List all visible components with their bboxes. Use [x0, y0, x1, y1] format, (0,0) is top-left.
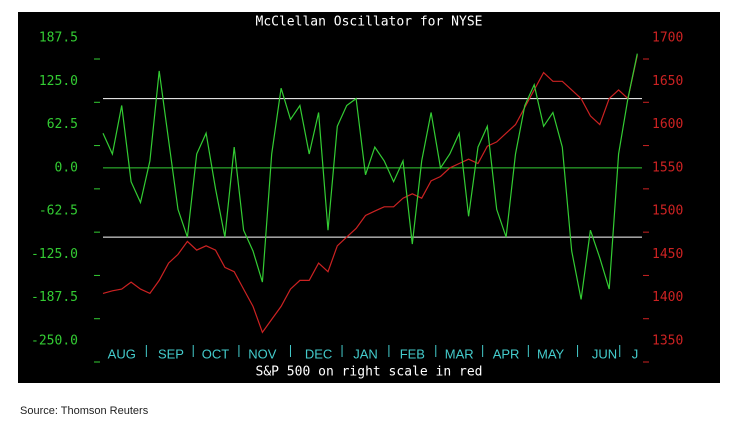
x-tick-label: DEC: [305, 346, 332, 361]
y2-tick-label: 1600: [652, 117, 683, 132]
y-tick-label: 62.5: [47, 117, 78, 132]
y2-tick-label: 1450: [652, 247, 683, 262]
y2-tick-label: 1700: [652, 31, 683, 46]
x-tick-label: OCT: [202, 346, 230, 361]
x-tick-label: J: [632, 346, 639, 361]
y-tick-label: -187.5: [31, 290, 78, 305]
series-line: [102, 55, 638, 334]
y-tick-label: -62.5: [39, 204, 78, 219]
y2-tick-label: 1550: [652, 160, 683, 175]
source: Source: Thomson Reuters: [20, 405, 149, 417]
x-tick-label: NOV: [248, 346, 277, 361]
y-tick-label: 0.0: [55, 160, 78, 175]
x-tick-label: APR: [493, 346, 520, 361]
y2-tick-label: 1500: [652, 204, 683, 219]
series-line: [102, 53, 638, 300]
y2-tick-label: 1650: [652, 74, 683, 89]
x-tick-label: MAY: [537, 346, 565, 361]
x-tick-label: FEB: [400, 346, 425, 361]
y-tick-label: 187.5: [39, 31, 78, 46]
x-tick-label: AUG: [108, 346, 136, 361]
y-tick-label: 125.0: [39, 74, 78, 89]
y2-tick-label: 1400: [652, 290, 683, 305]
x-tick-label: SEP: [158, 346, 184, 361]
x-tick-label: JAN: [353, 346, 378, 361]
chart-title: McClellan Oscillator for NYSE: [256, 15, 483, 30]
x-tick-label: JUN: [592, 346, 617, 361]
y2-tick-label: 1350: [652, 334, 683, 349]
y-tick-label: -250.0: [31, 334, 78, 349]
x-tick-label: MAR: [445, 346, 474, 361]
y-tick-label: -125.0: [31, 247, 78, 262]
chart-background: [18, 12, 720, 383]
x-axis-note: S&P 500 on right scale in red: [256, 365, 483, 380]
